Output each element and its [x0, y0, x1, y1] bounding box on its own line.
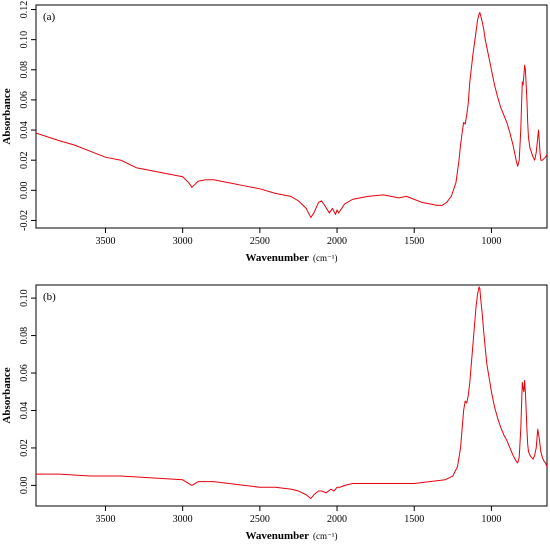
panel-label: (b)	[43, 291, 56, 303]
y-tick-label: 0.02	[19, 439, 30, 457]
x-tick-label: 2000	[327, 514, 347, 525]
chart-panel-b: 3500 3000 2500 2000 1500 1000 0.00 0.02 0.04 0.06…	[1, 284, 548, 542]
x-axis-title: Wavenumber (cm⁻¹)	[245, 530, 337, 542]
chart-panel-a: 3500 3000 2500 2000 1500 1000 -0.02 0.00 0.02 0.0…	[1, 1, 548, 264]
x-tick-label: 1000	[481, 236, 501, 247]
x-tick-label: 2000	[327, 236, 347, 247]
x-tick-label: 3500	[95, 514, 115, 525]
x-tick-label: 1000	[481, 514, 501, 525]
x-axis-title: Wavenumber (cm⁻¹)	[245, 252, 337, 264]
x-tick-label: 2500	[250, 514, 270, 525]
x-axis-label: Wavenumber	[245, 252, 309, 264]
spectrum-line	[36, 12, 547, 218]
x-axis-label: Wavenumber	[245, 530, 309, 542]
x-tick-label: 1500	[404, 236, 424, 247]
y-axis-title: Absorbance	[1, 367, 13, 423]
y-tick-label: 0.04	[19, 121, 30, 139]
y-tick-label: 0.04	[19, 402, 30, 420]
y-tick-label: 0.08	[19, 327, 30, 345]
y-tick-label: 0.10	[19, 31, 30, 49]
panel-label: (a)	[43, 11, 56, 23]
x-tick-label: 2500	[250, 236, 270, 247]
x-tick-label: 1500	[404, 514, 424, 525]
x-axis-unit: (cm⁻¹)	[313, 531, 337, 541]
y-tick-label: 0.00	[19, 477, 30, 495]
y-tick-label: 0.08	[19, 61, 30, 79]
x-tick-label: 3500	[95, 236, 115, 247]
spectrum-line	[36, 286, 547, 500]
y-axis-title: Absorbance	[1, 88, 13, 144]
x-tick-label: 3000	[173, 514, 193, 525]
y-tick-label: 0.10	[19, 289, 30, 307]
y-tick-label: 0.00	[19, 182, 30, 200]
y-tick-label: 0.12	[19, 1, 30, 19]
y-tick-label: 0.06	[19, 91, 30, 109]
y-tick-label: 0.02	[19, 151, 30, 169]
x-tick-label: 3000	[173, 236, 193, 247]
y-tick-label: -0.02	[19, 210, 30, 231]
y-tick-label: 0.06	[19, 364, 30, 382]
plot-frame	[35, 284, 548, 507]
plot-frame	[35, 4, 548, 229]
x-axis-unit: (cm⁻¹)	[313, 253, 337, 263]
